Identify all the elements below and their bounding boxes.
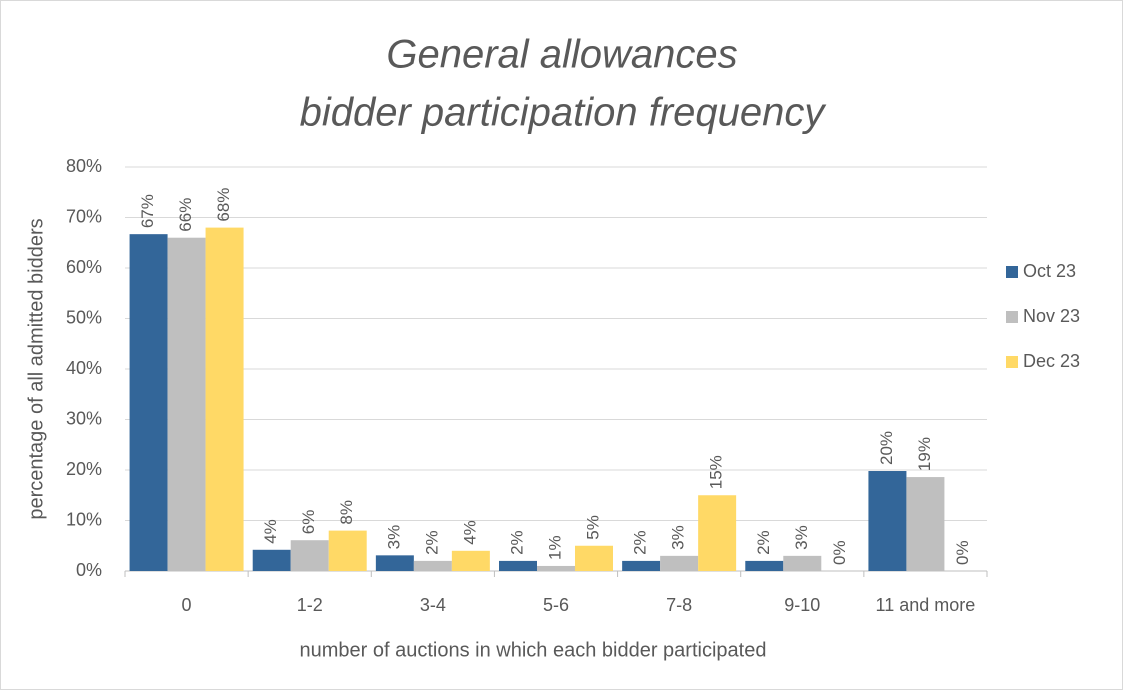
y-tick-label: 60% — [66, 257, 102, 277]
data-label: 2% — [507, 530, 526, 555]
bar — [375, 555, 414, 571]
data-label: 2% — [754, 530, 773, 555]
x-tick-label: 11 and more — [875, 595, 976, 615]
data-label: 6% — [299, 510, 318, 535]
data-label: 0% — [953, 540, 972, 565]
bar — [205, 227, 244, 571]
bar — [537, 565, 575, 571]
x-tick-label: 9-10 — [784, 595, 821, 615]
data-label: 19% — [915, 437, 934, 471]
bar — [129, 234, 168, 572]
legend-label: Nov 23 — [1023, 306, 1080, 326]
data-label: 66% — [176, 198, 195, 232]
chart-title: bidder participation frequency — [300, 91, 828, 135]
legend-label: Dec 23 — [1023, 351, 1080, 371]
y-tick-label: 30% — [66, 408, 102, 428]
legend-label: Oct 23 — [1023, 261, 1076, 281]
bar — [290, 540, 329, 571]
data-label: 4% — [460, 520, 479, 545]
legend-swatch — [1006, 266, 1018, 278]
bar — [906, 477, 945, 571]
data-label: 3% — [792, 525, 811, 550]
x-tick-label: 7-8 — [666, 595, 693, 615]
bar — [499, 560, 537, 571]
bar — [783, 555, 822, 571]
y-tick-label: 40% — [66, 358, 102, 378]
y-tick-label: 50% — [66, 307, 102, 327]
chart-title: General allowances — [386, 33, 737, 77]
data-label: 1% — [545, 535, 564, 560]
y-tick-label: 80% — [66, 156, 102, 176]
data-label: 67% — [138, 194, 157, 228]
bar — [451, 550, 490, 571]
bar — [868, 471, 907, 571]
x-tick-label: 1-2 — [296, 595, 323, 615]
data-label: 20% — [877, 431, 896, 465]
y-tick-label: 10% — [66, 509, 102, 529]
data-label: 15% — [707, 455, 726, 489]
data-label: 5% — [583, 515, 602, 540]
bar — [252, 549, 291, 571]
x-tick-label: 5-6 — [542, 595, 569, 615]
legend-swatch — [1006, 311, 1018, 323]
legend-swatch — [1006, 356, 1018, 368]
bar — [328, 530, 367, 571]
x-axis-title: number of auctions in which each bidder … — [300, 639, 767, 661]
y-tick-label: 0% — [76, 560, 102, 580]
bar — [622, 560, 661, 571]
data-label: 3% — [669, 525, 688, 550]
data-label: 68% — [214, 188, 233, 222]
y-tick-label: 20% — [66, 459, 102, 479]
y-tick-label: 70% — [66, 206, 102, 226]
data-label: 4% — [261, 519, 280, 544]
y-axis-title: percentage of all admitted bidders — [25, 218, 47, 519]
data-label: 0% — [830, 540, 849, 565]
x-tick-label: 3-4 — [419, 595, 446, 615]
data-label: 3% — [384, 525, 403, 550]
bar — [698, 495, 737, 571]
bar — [745, 560, 784, 571]
bar — [167, 237, 206, 571]
bar — [575, 545, 613, 571]
bar — [660, 555, 699, 571]
data-label: 2% — [631, 530, 650, 555]
data-label: 8% — [337, 500, 356, 525]
data-label: 2% — [422, 530, 441, 555]
x-tick-label: 0 — [181, 595, 192, 615]
bar — [413, 560, 452, 571]
